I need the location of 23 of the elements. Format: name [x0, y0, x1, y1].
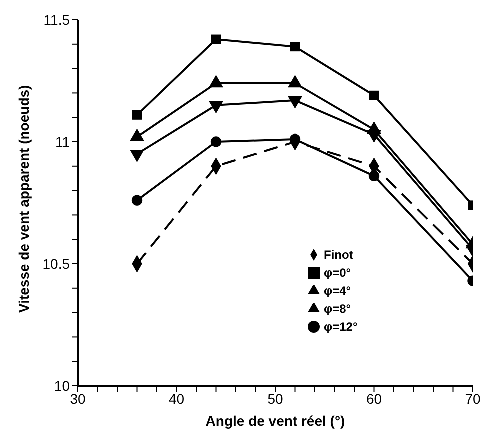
y-tick-label: 11: [55, 134, 70, 150]
legend-label: φ=4°: [324, 284, 352, 298]
x-tick-label: 60: [366, 390, 382, 407]
legend-label: φ=12°: [324, 320, 358, 334]
point: [290, 42, 300, 52]
point: [132, 110, 142, 120]
point: [210, 136, 222, 148]
x-tick-label: 40: [168, 390, 185, 407]
x-axis-title: Angle de vent réel (°): [206, 413, 346, 429]
y-tick-label: 10: [54, 378, 70, 394]
x-tick-label: 70: [465, 390, 481, 407]
point: [212, 34, 221, 44]
point: [368, 170, 380, 182]
legend-label: φ=0°: [324, 266, 352, 280]
legend-label: φ=8°: [324, 302, 352, 316]
point: [370, 90, 379, 100]
x-tick-label: 50: [268, 390, 284, 407]
x-tick-label: 30: [70, 390, 86, 407]
y-axis-title: Vitesse de vent apparent (noeuds): [16, 85, 32, 313]
point: [132, 195, 143, 206]
legend-label: Finot: [324, 248, 354, 262]
y-tick-label: 11.5: [44, 12, 70, 28]
y-tick-label: 10.5: [42, 256, 70, 272]
